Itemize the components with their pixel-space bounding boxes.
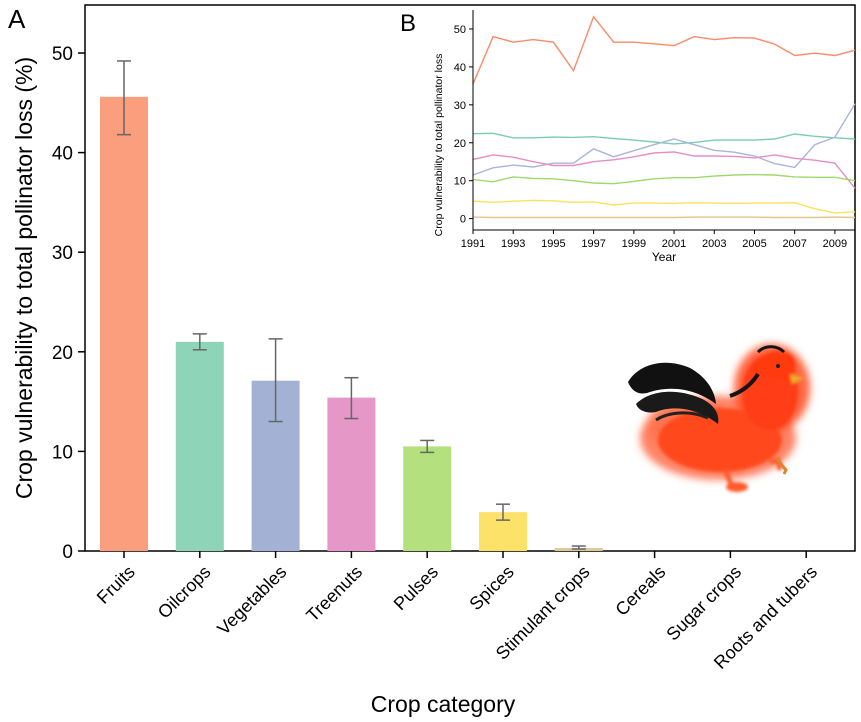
panel-b-label: B	[400, 10, 416, 37]
panel-b-x-tick-label: 1991	[461, 238, 485, 250]
panel-b-x-axis-title: Year	[652, 250, 676, 264]
panel-b-x-tick-label: 2009	[823, 238, 847, 250]
rooster-illustration	[628, 344, 810, 492]
bar-oilcrops	[175, 341, 224, 551]
panel-a-plot-frame	[84, 4, 856, 552]
panel-a-x-tick-label: Spices	[465, 562, 517, 614]
panel-b-y-axis-title: Crop vulnerability to total pollinator l…	[433, 54, 445, 237]
bar-fruits	[100, 96, 148, 551]
panel-b-y-tick-label: 50	[454, 24, 466, 36]
panel-a-y-tick-label: 20	[52, 343, 73, 364]
panel-a-x-tick-label: Pulses	[390, 562, 442, 614]
series-line-1	[472, 15, 856, 85]
panel-a-x-tick-label: Vegetables	[213, 562, 290, 639]
panel-b-y-tick-label: 30	[454, 100, 466, 112]
panel-a-x-tick-label: Oilcrops	[154, 562, 215, 623]
panel-a-x-tick-label: Fruits	[93, 562, 139, 608]
panel-b-x-tick-label: 2007	[782, 238, 806, 250]
panel-a-error-bars	[117, 60, 586, 550]
panel-b-inset: B 0 10 20 30 40 50 1991 1993 1995 1997 1999 2001 20…	[400, 6, 856, 288]
panel-a-x-axis-title: Crop category	[371, 691, 516, 717]
panel-b-x-tick-label: 2001	[662, 238, 686, 250]
panel-b-background	[445, 6, 854, 288]
panel-b-x-tick-label: 1995	[541, 238, 565, 250]
panel-b-x-axis: 1991 1993 1995 1997 1999 2001 2003 2005 2007 2009	[461, 230, 847, 250]
series-line-2	[472, 132, 856, 145]
panel-b-y-tick-label: 40	[454, 62, 466, 74]
panel-a-x-tick-label: Treenuts	[302, 562, 366, 626]
panel-a-x-tick-label: Sugar crops	[662, 562, 745, 645]
panel-a-y-tick-label: 10	[52, 442, 73, 463]
series-line-4	[472, 151, 856, 189]
panel-a-label: A	[8, 4, 26, 34]
series-line-5	[472, 173, 856, 185]
panel-b-y-tick-label: 20	[454, 138, 466, 150]
series-line-3	[472, 103, 856, 176]
panel-b-series-lines	[472, 15, 856, 219]
panel-b-x-tick-label: 1997	[581, 238, 605, 250]
panel-b-x-tick-label: 1999	[622, 238, 646, 250]
panel-b-y-tick-label: 0	[460, 214, 466, 226]
panel-b-y-tick-label: 10	[454, 176, 466, 188]
panel-a-y-tick-label: 50	[52, 44, 73, 65]
series-line-6	[472, 199, 856, 214]
bar-treenuts	[327, 397, 376, 551]
panel-a-y-tick-label: 30	[52, 243, 73, 264]
panel-b-x-tick-label: 2005	[742, 238, 766, 250]
panel-a-y-axis: 0 10 20 30 40 50	[52, 44, 85, 563]
panel-a-x-tick-label: Cereals	[611, 562, 669, 620]
panel-b-x-tick-label: 2003	[702, 238, 726, 250]
panel-a-y-axis-title: Crop vulnerability to total pollinator l…	[11, 57, 37, 499]
panel-a-y-tick-label: 40	[52, 144, 73, 165]
bar-pulses	[403, 446, 452, 551]
panel-a-bars	[100, 96, 603, 551]
panel-a-y-tick-label: 0	[62, 542, 73, 563]
panel-b-x-tick-label: 1993	[501, 238, 525, 250]
panel-b-y-axis: 0 10 20 30 40 50	[454, 24, 473, 226]
